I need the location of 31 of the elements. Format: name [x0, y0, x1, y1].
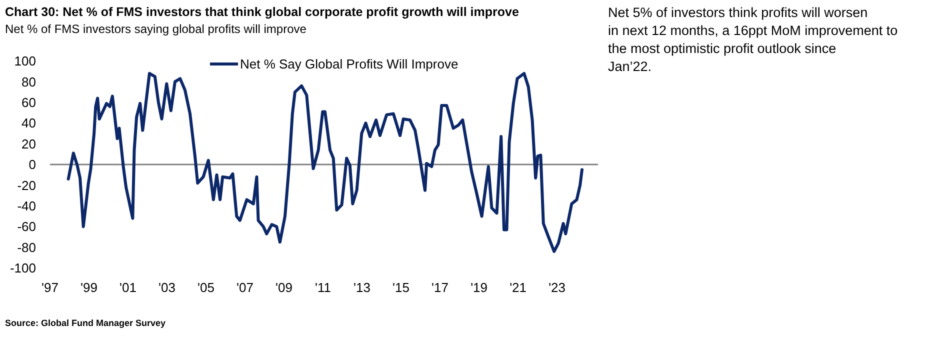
- y-tick-label: 40: [22, 116, 36, 131]
- x-tick-label: '01: [120, 280, 136, 295]
- x-tick-label: '21: [510, 280, 527, 295]
- source-note: Source: Global Fund Manager Survey: [5, 318, 166, 328]
- y-tick-label: -20: [17, 178, 36, 193]
- y-tick-label: 0: [28, 157, 36, 172]
- y-tick-label: 60: [22, 94, 36, 110]
- x-tick-label: '09: [276, 280, 292, 295]
- y-tick-label: -100: [10, 260, 36, 276]
- x-tick-label: '11: [315, 280, 332, 295]
- x-tick-label: '13: [354, 280, 371, 295]
- x-tick-label: '17: [432, 280, 449, 295]
- text: Net 5% of investors think profits will worsen in next 12 months, a 16ppt MoM improvement to the most optimistic profit outlook since Jan’22.: [608, 5, 898, 74]
- chart-subtitle: Net % of FMS investors saying global profits will improve: [5, 22, 307, 36]
- legend-label: Net % Say Global Profits Will Improve: [240, 56, 458, 72]
- chart-title: Chart 30: Net % of FMS investors that think global corporate profit growth will improve: [5, 5, 519, 19]
- x-tick-label: '19: [470, 280, 488, 295]
- y-tick-label: 80: [22, 74, 36, 90]
- y-tick-label: -60: [17, 219, 36, 234]
- x-tick-label: '23: [548, 280, 566, 295]
- x-tick-label: '07: [236, 280, 254, 295]
- y-tick-label: 20: [22, 136, 36, 152]
- x-tick-label: '05: [198, 280, 214, 295]
- line-series: [66, 72, 584, 253]
- x-tick-label: '97: [42, 280, 58, 295]
- x-tick-label: '15: [392, 280, 410, 295]
- y-tick-label: -80: [17, 240, 36, 255]
- y-tick-label: -40: [17, 198, 36, 214]
- y-tick-label: 100: [14, 54, 36, 69]
- x-tick-label: '99: [80, 280, 98, 295]
- x-tick-label: '03: [158, 280, 176, 295]
